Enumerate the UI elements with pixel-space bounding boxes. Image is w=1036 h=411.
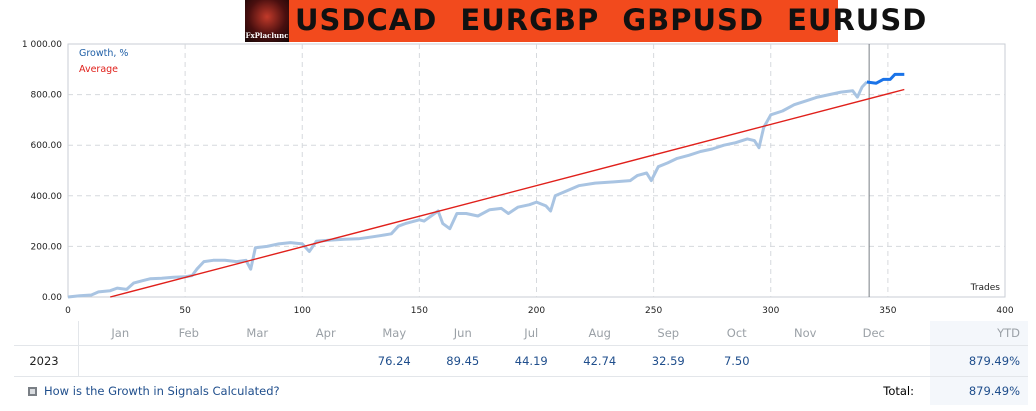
series-growth-recent-line [866,72,905,85]
x-tick-label: 350 [879,306,896,316]
month-header-feb: Feb [178,326,199,340]
x-tick-label: 50 [179,306,191,316]
table-total-row: How is the Growth in Signals Calculated?… [14,377,1028,405]
brand-logo: FxPlaclunc [245,0,289,42]
month-header-aug: Aug [588,326,611,340]
month-value-oct: 7.50 [723,354,750,368]
y-tick-label: 0.00 [42,293,62,303]
x-tick-label: 100 [294,306,311,316]
month-value-aug: 42.74 [583,354,617,368]
currency-pairs-title: USDCAD EURGBP GBPUSD EURUSD [295,3,928,37]
brand-logo-text: FxPlaclunc [245,31,289,40]
header-banner: FxPlaclunc USDCAD EURGBP GBPUSD EURUSD [245,0,926,42]
column-separator [78,346,79,376]
x-tick-label: 150 [411,306,428,316]
growth-calculation-link[interactable]: How is the Growth in Signals Calculated? [28,377,280,405]
x-tick-label: 250 [645,306,662,316]
month-header-jan: Jan [111,326,130,340]
year-label: 2023 [29,354,59,368]
x-tick-label: 200 [528,306,545,316]
y-tick-label: 800.00 [31,91,63,101]
growth-chart: 0.00 200.00 400.00 600.00 800.00 1 000.00 0 50 1… [22,40,1014,316]
legend-entry: Average [79,64,118,75]
month-header-apr: Apr [315,326,336,340]
ytd-header-cell: YTD [930,321,1028,345]
ytd-value-cell: 879.49% [930,346,1028,376]
legend-entry: Growth, % [79,48,128,59]
month-value-sep: 32.59 [651,354,685,368]
x-tick-label: 400 [996,306,1013,316]
y-tick-label: 1 000.00 [22,40,62,50]
x-tick-label: 300 [762,306,779,316]
x-axis-label: Trades [970,283,1001,293]
series-growth-line [67,80,868,299]
month-header-may: May [382,326,407,340]
month-header-dec: Dec [862,326,885,340]
month-header-nov: Nov [794,326,817,340]
month-header-jun: Jun [453,326,472,340]
month-header-sep: Sep [657,326,680,340]
y-tick-label: 400.00 [31,192,63,202]
y-tick-label: 200.00 [31,242,63,252]
month-value-jun: 89.45 [446,354,480,368]
table-header-row: Jan Feb Mar Apr May Jun Jul Aug Sep Oct Nov Dec YTD [14,321,1028,345]
ytd-header: YTD [997,326,1020,340]
ytd-value: 879.49% [968,354,1020,368]
month-header-jul: Jul [524,326,539,340]
column-separator [78,321,79,345]
growth-calculation-link-text: How is the Growth in Signals Calculated? [44,384,280,398]
month-value-may: 76.24 [377,354,411,368]
x-tick-label: 0 [65,306,71,316]
total-value-cell: 879.49% [930,377,1028,405]
info-square-icon [28,387,37,396]
monthly-growth-table: Jan Feb Mar Apr May Jun Jul Aug Sep Oct Nov Dec YTD … [14,321,1028,405]
series-average-line [110,88,905,298]
y-tick-label: 600.00 [31,141,63,151]
total-value: 879.49% [968,384,1020,398]
total-label: Total: [883,384,914,398]
month-header-oct: Oct [726,326,747,340]
month-header-mar: Mar [246,326,269,340]
month-value-jul: 44.19 [514,354,548,368]
table-row-2023: 2023 76.24 89.45 44.19 42.74 32.59 7.50 879.49% [14,345,1028,377]
